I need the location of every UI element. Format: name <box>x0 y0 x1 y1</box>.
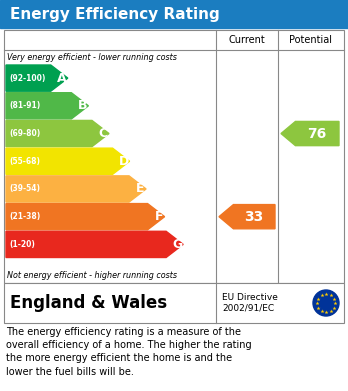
Text: F: F <box>155 210 163 223</box>
Text: (55-68): (55-68) <box>9 157 40 166</box>
Text: Not energy efficient - higher running costs: Not energy efficient - higher running co… <box>7 271 177 280</box>
Polygon shape <box>6 120 109 147</box>
Text: (81-91): (81-91) <box>9 101 40 110</box>
Text: England & Wales: England & Wales <box>10 294 167 312</box>
Text: (21-38): (21-38) <box>9 212 40 221</box>
Text: E: E <box>136 183 144 196</box>
Bar <box>0 0 348 28</box>
Text: B: B <box>78 99 87 112</box>
Circle shape <box>313 290 339 316</box>
Polygon shape <box>6 176 146 202</box>
Text: Current: Current <box>229 35 266 45</box>
Text: 2002/91/EC: 2002/91/EC <box>222 303 274 312</box>
Text: 33: 33 <box>245 210 264 224</box>
Polygon shape <box>6 231 183 258</box>
Text: (1-20): (1-20) <box>9 240 35 249</box>
Text: C: C <box>98 127 108 140</box>
Text: A: A <box>57 72 67 84</box>
Text: D: D <box>119 155 129 168</box>
Text: Potential: Potential <box>288 35 332 45</box>
Polygon shape <box>6 93 88 119</box>
Text: Energy Efficiency Rating: Energy Efficiency Rating <box>10 7 220 22</box>
Text: G: G <box>172 238 182 251</box>
Polygon shape <box>6 204 165 230</box>
Polygon shape <box>6 65 68 91</box>
Text: Very energy efficient - lower running costs: Very energy efficient - lower running co… <box>7 53 177 62</box>
Polygon shape <box>6 148 129 174</box>
Text: 76: 76 <box>308 127 327 140</box>
Text: (69-80): (69-80) <box>9 129 40 138</box>
Polygon shape <box>219 204 275 229</box>
Text: (92-100): (92-100) <box>9 74 45 83</box>
Text: (39-54): (39-54) <box>9 185 40 194</box>
Text: The energy efficiency rating is a measure of the
overall efficiency of a home. T: The energy efficiency rating is a measur… <box>6 327 252 377</box>
Polygon shape <box>281 122 339 145</box>
Bar <box>4 283 344 323</box>
Bar <box>4 30 344 283</box>
Text: EU Directive: EU Directive <box>222 294 278 303</box>
